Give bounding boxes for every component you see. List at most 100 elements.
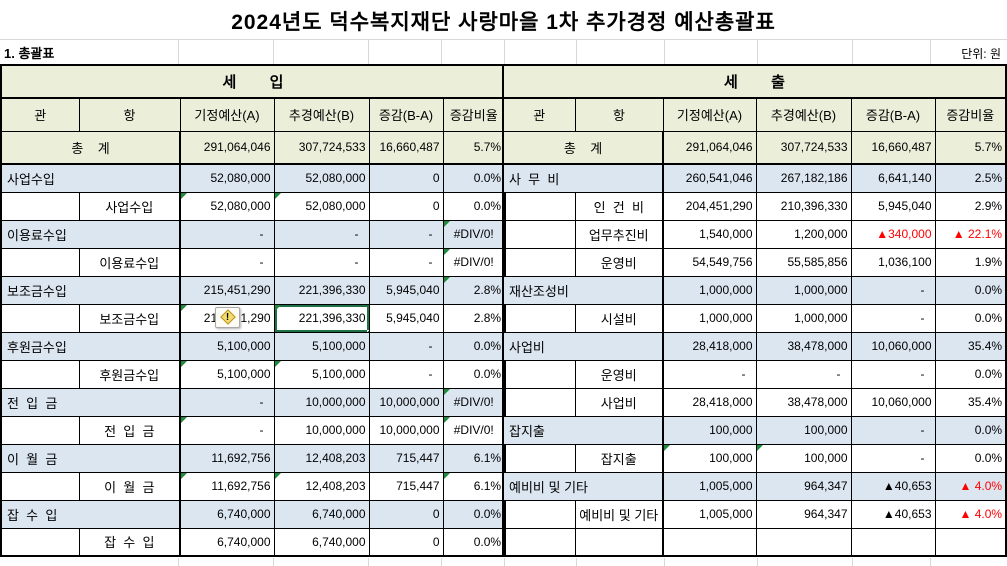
cell-gwan-empty[interactable]: [0, 303, 80, 333]
cell-rate[interactable]: 2.5%: [934, 163, 1007, 193]
cell-rate[interactable]: 0.0%: [934, 443, 1007, 473]
cell-gwan-empty[interactable]: [502, 303, 576, 333]
cell-diff[interactable]: 16,660,487: [850, 130, 936, 165]
cell-gwan-label[interactable]: 전 입 금: [0, 387, 181, 417]
cell-diff[interactable]: ▲40,653: [850, 499, 936, 529]
cell-hang-label[interactable]: 사업비: [574, 387, 664, 417]
cell-diff[interactable]: 6,641,140: [850, 163, 936, 193]
cell-budget-b[interactable]: 5,100,000: [273, 331, 370, 361]
cell-rate[interactable]: 0.0%: [442, 499, 506, 529]
error-checking-icon[interactable]: !: [215, 306, 240, 328]
cell-budget-b[interactable]: 100,000: [755, 415, 852, 445]
cell-diff[interactable]: -: [850, 303, 936, 333]
cell-gwan-empty[interactable]: [502, 359, 576, 389]
cell-budget-b[interactable]: 1,200,000: [755, 219, 852, 249]
cell-budget-b[interactable]: 307,724,533: [755, 130, 852, 165]
cell-gwan-empty[interactable]: [502, 191, 576, 221]
cell-gwan-label[interactable]: 잡지출: [502, 415, 664, 445]
cell-gwan-empty[interactable]: [0, 415, 80, 445]
cell-hang-label[interactable]: 후원금수입: [78, 359, 181, 389]
cell-rate[interactable]: 2.8%: [442, 303, 506, 333]
cell-hang-label[interactable]: 이용료수입: [78, 247, 181, 277]
column-header-diff[interactable]: 증감(B-A): [368, 97, 444, 132]
cell-budget-b[interactable]: 55,585,856: [755, 247, 852, 277]
cell-total-label[interactable]: 총 계: [502, 130, 664, 165]
cell-budget-b[interactable]: 52,080,000: [273, 163, 370, 193]
cell-rate[interactable]: 35.4%: [934, 331, 1007, 361]
cell-gwan-empty[interactable]: [502, 219, 576, 249]
cell-budget-a[interactable]: 1,000,000: [662, 275, 757, 305]
cell-gwan-label[interactable]: 이 월 금: [0, 443, 181, 473]
cell-budget-a[interactable]: 28,418,000: [662, 387, 757, 417]
cell-budget-a[interactable]: 52,080,000: [179, 163, 275, 193]
cell-diff[interactable]: ▲340,000: [850, 219, 936, 249]
cell-gwan-empty[interactable]: [0, 527, 80, 557]
cell-rate[interactable]: ▲ 22.1%: [934, 219, 1007, 249]
cell-budget-b[interactable]: 1,000,000: [755, 275, 852, 305]
cell-diff[interactable]: 10,060,000: [850, 331, 936, 361]
cell-budget-a[interactable]: -: [179, 219, 275, 249]
cell-budget-b[interactable]: 1,000,000: [755, 303, 852, 333]
cell-rate[interactable]: #DIV/0!: [442, 387, 506, 417]
cell-gwan-empty[interactable]: [0, 191, 80, 221]
cell-rate[interactable]: 0.0%: [934, 303, 1007, 333]
cell-gwan-label[interactable]: 재산조성비: [502, 275, 664, 305]
cell-gwan-label[interactable]: 사 무 비: [502, 163, 664, 193]
cell-rate[interactable]: 0.0%: [442, 163, 506, 193]
cell-diff[interactable]: 10,060,000: [850, 387, 936, 417]
cell-budget-b[interactable]: -: [273, 247, 370, 277]
cell-hang-label[interactable]: [574, 527, 664, 557]
cell-budget-a[interactable]: 100,000: [662, 443, 757, 473]
cell-rate[interactable]: ▲ 4.0%: [934, 499, 1007, 529]
cell-budget-a[interactable]: 204,451,290: [662, 191, 757, 221]
cell-gwan-empty[interactable]: [502, 247, 576, 277]
cell-rate[interactable]: 0.0%: [934, 415, 1007, 445]
cell-gwan-empty[interactable]: [0, 247, 80, 277]
cell-budget-b[interactable]: 38,478,000: [755, 331, 852, 361]
cell-rate[interactable]: 6.1%: [442, 471, 506, 501]
cell-gwan-label[interactable]: 사업비: [502, 331, 664, 361]
cell-gwan-empty[interactable]: [502, 499, 576, 529]
cell-budget-b[interactable]: 6,740,000: [273, 499, 370, 529]
cell-hang-label[interactable]: 예비비 및 기타: [574, 499, 664, 529]
cell-rate[interactable]: 0.0%: [934, 275, 1007, 305]
cell-budget-b[interactable]: 221,396,330: [273, 275, 370, 305]
cell-diff[interactable]: [850, 527, 936, 557]
cell-budget-b[interactable]: 221,396,330: [273, 303, 370, 333]
cell-budget-b[interactable]: 210,396,330: [755, 191, 852, 221]
cell-gwan-empty[interactable]: [0, 359, 80, 389]
column-header-gwan[interactable]: 관: [0, 97, 80, 132]
cell-budget-b[interactable]: 6,740,000: [273, 527, 370, 557]
cell-budget-a[interactable]: 28,418,000: [662, 331, 757, 361]
cell-budget-a[interactable]: 1,005,000: [662, 499, 757, 529]
cell-hang-label[interactable]: 업무추진비: [574, 219, 664, 249]
column-header-budget-b[interactable]: 추경예산(B): [755, 97, 852, 132]
cell-budget-a[interactable]: 5,100,000: [179, 359, 275, 389]
column-header-rate[interactable]: 증감비율: [442, 97, 506, 132]
cell-budget-b[interactable]: 10,000,000: [273, 387, 370, 417]
cell-budget-b[interactable]: -: [755, 359, 852, 389]
cell-budget-b[interactable]: [755, 527, 852, 557]
cell-diff[interactable]: 10,000,000: [368, 387, 444, 417]
cell-budget-a[interactable]: 215,451,290: [179, 275, 275, 305]
cell-diff[interactable]: 1,036,100: [850, 247, 936, 277]
cell-diff[interactable]: 0: [368, 499, 444, 529]
cell-budget-b[interactable]: 12,408,203: [273, 471, 370, 501]
column-header-budget-b[interactable]: 추경예산(B): [273, 97, 370, 132]
cell-budget-b[interactable]: 964,347: [755, 499, 852, 529]
cell-budget-a[interactable]: -: [179, 247, 275, 277]
cell-rate[interactable]: 1.9%: [934, 247, 1007, 277]
cell-gwan-label[interactable]: 후원금수입: [0, 331, 181, 361]
cell-diff[interactable]: 715,447: [368, 471, 444, 501]
cell-gwan-empty[interactable]: [502, 527, 576, 557]
cell-hang-label[interactable]: 시설비: [574, 303, 664, 333]
cell-diff[interactable]: -: [368, 247, 444, 277]
cell-diff[interactable]: -: [850, 359, 936, 389]
cell-budget-a[interactable]: [662, 527, 757, 557]
cell-rate[interactable]: 0.0%: [934, 359, 1007, 389]
cell-diff[interactable]: -: [368, 219, 444, 249]
cell-diff[interactable]: -: [850, 415, 936, 445]
cell-budget-a[interactable]: 11,692,756: [179, 443, 275, 473]
cell-hang-label[interactable]: 운영비: [574, 247, 664, 277]
cell-rate[interactable]: 5.7%: [934, 130, 1007, 165]
